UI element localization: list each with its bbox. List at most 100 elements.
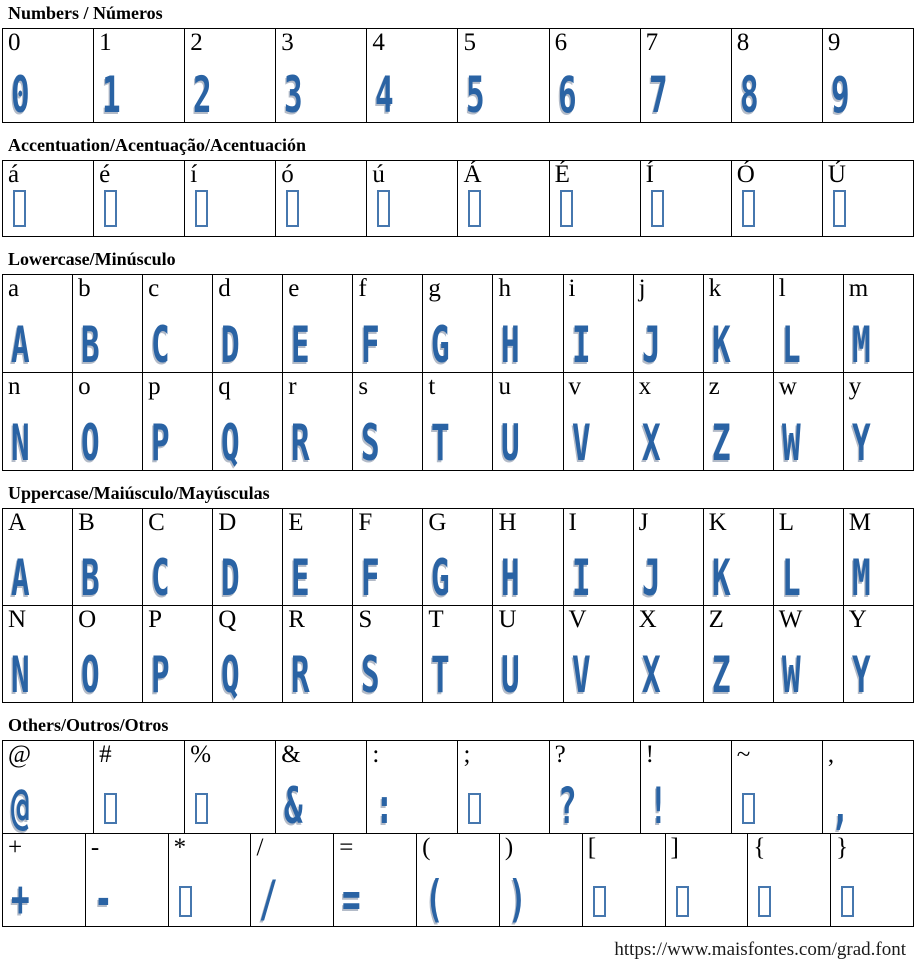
glyph-row: aabbccddeeffgghhiijjkkllmm — [1, 274, 915, 373]
font-glyph: + — [11, 870, 30, 927]
section-title: Numbers / Números — [8, 3, 163, 23]
char-label: n — [8, 373, 21, 400]
char-label: h — [498, 275, 511, 302]
glyph-cell: jj — [632, 274, 704, 373]
glyph-cell: mm — [842, 274, 915, 373]
font-glyph: b — [81, 316, 100, 373]
glyph-cell: )) — [498, 833, 583, 927]
section-uppercase: Uppercase/Maiúsculo/Mayúsculas A A B B C C D D E E… — [1, 483, 915, 703]
font-glyph: p — [151, 414, 170, 471]
char-label: r — [288, 373, 297, 400]
char-label: ! — [645, 741, 654, 768]
font-glyph: : — [375, 777, 395, 834]
font-glyph: d — [221, 316, 240, 373]
glyph-cell: gg — [422, 274, 494, 373]
specimen-sections: Numbers / Números 0 0 1 1 2 2 3 3 4 4 5 5 6 6 7 7 8 8 9 9 Acc… — [1, 3, 915, 927]
missing-glyph-box — [592, 886, 606, 917]
glyph-cell: nn — [1, 372, 74, 471]
char-label: J — [638, 509, 649, 536]
font-glyph: K — [711, 549, 731, 606]
glyph-cell: qq — [212, 372, 284, 471]
char-label: ~ — [736, 741, 751, 768]
section-lowercase: Lowercase/Minúsculo a a b b c c d d e e f f g g h h i i j j k… — [1, 249, 915, 471]
glyph-cell: # — [93, 740, 186, 834]
font-glyph: E — [291, 549, 310, 606]
glyph-row: nnooppqqrrssttuuvvxxzzwwyy — [1, 372, 915, 471]
missing-glyph-box — [758, 886, 772, 917]
missing-glyph-box — [559, 190, 573, 227]
char-label: 3 — [281, 29, 294, 56]
char-label: e — [288, 275, 300, 302]
char-label: z — [708, 373, 720, 400]
glyph-table: + + - - * / / = =(())[]{} — [2, 833, 914, 927]
char-label: b — [78, 275, 91, 302]
glyph-cell: ?? — [548, 740, 641, 834]
font-glyph: r — [291, 414, 310, 471]
char-label: - — [90, 834, 100, 861]
char-label: R — [288, 606, 305, 633]
char-label: 9 — [827, 29, 841, 56]
missing-glyph-box — [675, 886, 689, 917]
char-label: ? — [554, 741, 566, 768]
glyph-cell: Á — [457, 160, 550, 237]
char-label: j — [638, 275, 646, 302]
glyph-cell: ó — [275, 160, 368, 237]
char-label: l — [778, 275, 786, 302]
char-label: @ — [8, 741, 32, 768]
glyph-cell: { — [747, 833, 832, 927]
glyph-cell: } — [830, 833, 914, 927]
char-label: Í — [645, 161, 654, 188]
char-label: P — [148, 606, 163, 633]
char-label: S — [358, 606, 373, 633]
char-label: % — [190, 741, 212, 768]
char-label: 0 — [8, 29, 21, 56]
glyph-cell: é — [93, 160, 186, 237]
char-label: w — [778, 373, 797, 400]
font-glyph: M — [851, 549, 871, 606]
font-glyph: 8 — [739, 66, 759, 123]
font-glyph: B — [81, 549, 100, 606]
font-glyph: = — [342, 870, 361, 927]
missing-glyph-box — [841, 886, 855, 917]
font-glyph: ) — [507, 870, 527, 927]
font-glyph: 9 — [830, 66, 850, 123]
glyph-cell: ll — [772, 274, 844, 373]
glyph-cell: ss — [352, 372, 424, 471]
font-glyph: W — [781, 646, 801, 703]
char-label: y — [848, 373, 862, 400]
font-glyph: P — [151, 646, 170, 703]
glyph-cell: (( — [416, 833, 500, 927]
glyph-cell: uu — [492, 372, 564, 471]
font-glyph: S — [361, 646, 380, 703]
font-glyph: m — [851, 316, 871, 373]
font-glyph: N — [11, 646, 30, 703]
font-glyph: w — [781, 414, 801, 471]
char-label: v — [568, 373, 582, 400]
char-label: I — [568, 509, 577, 536]
missing-glyph-box — [832, 190, 846, 227]
char-label: é — [99, 161, 111, 188]
glyph-cell: dd — [212, 274, 284, 373]
glyph-cell: ,, — [821, 740, 915, 834]
font-glyph: z — [711, 414, 731, 471]
missing-glyph-box — [195, 793, 209, 824]
font-glyph: U — [501, 646, 521, 703]
font-glyph: H — [501, 549, 521, 606]
